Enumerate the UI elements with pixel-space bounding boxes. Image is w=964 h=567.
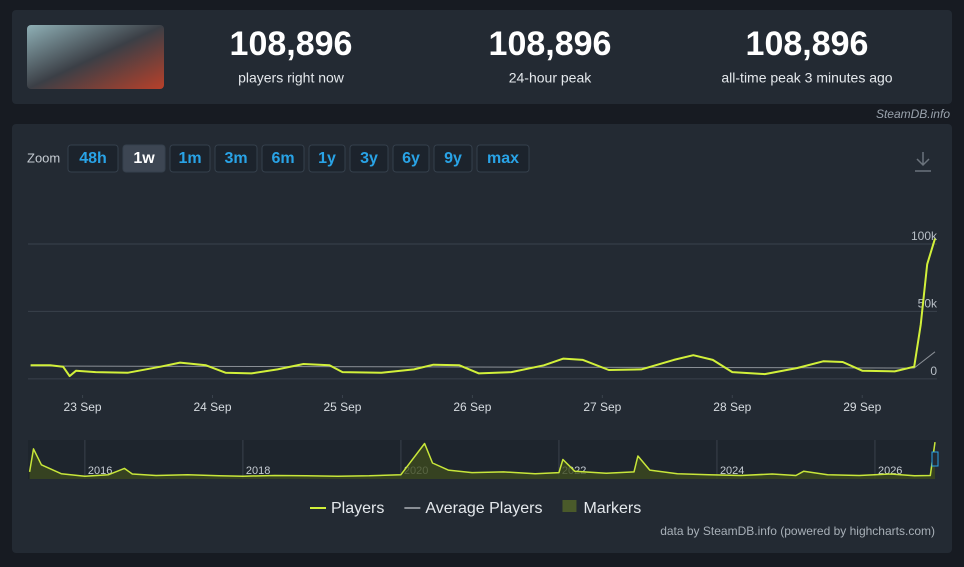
stats-panel bbox=[12, 10, 952, 104]
zoom-button[interactable] bbox=[476, 144, 530, 173]
series-line bbox=[30, 238, 936, 378]
download-icon[interactable] bbox=[915, 152, 931, 172]
zoom-button[interactable] bbox=[214, 144, 258, 173]
navigator-line bbox=[28, 441, 936, 477]
zoom-button-label[interactable]: 48h bbox=[79, 150, 107, 167]
stat-label: players right now bbox=[238, 70, 345, 86]
zoom-button[interactable] bbox=[392, 144, 430, 173]
x-tick-label: 26 Sep bbox=[453, 400, 491, 414]
x-tick-label: 23 Sep bbox=[64, 400, 102, 414]
zoom-button-label[interactable]: max bbox=[487, 150, 519, 167]
stat-label: 24-hour peak bbox=[509, 70, 593, 86]
legend-label[interactable]: Players bbox=[331, 500, 384, 517]
x-tick-label: 25 Sep bbox=[323, 400, 361, 414]
x-tick-label: 27 Sep bbox=[583, 400, 621, 414]
credits: data by SteamDB.info (powered by highcha… bbox=[660, 524, 935, 538]
zoom-button-label[interactable]: 6m bbox=[271, 150, 294, 167]
stat-label: all-time peak 3 minutes ago bbox=[721, 70, 892, 86]
y-tick-label: 0 bbox=[930, 364, 937, 378]
zoom-button[interactable] bbox=[169, 144, 211, 173]
zoom-button-label[interactable]: 9y bbox=[444, 150, 462, 167]
legend-symbol bbox=[562, 500, 577, 512]
source: SteamDB.info bbox=[876, 107, 950, 121]
x-tick-label: 24 Sep bbox=[193, 400, 231, 414]
zoom-button-label[interactable]: 1y bbox=[318, 150, 336, 167]
zoom-button[interactable] bbox=[308, 144, 346, 173]
zoom-button[interactable] bbox=[261, 144, 305, 173]
zoom-button-label[interactable]: 6y bbox=[402, 150, 420, 167]
zoom-button[interactable] bbox=[67, 144, 119, 173]
zoom-button-label[interactable]: 3y bbox=[360, 150, 378, 167]
series-line bbox=[30, 351, 936, 369]
navigator-handle[interactable] bbox=[931, 451, 939, 467]
stat-value: 108,896 bbox=[746, 25, 869, 63]
navigator-tick-label: 2018 bbox=[246, 465, 270, 477]
zoom-button-label[interactable]: 3m bbox=[224, 150, 247, 167]
zoom-label: Zoom bbox=[27, 150, 60, 165]
zoom-button-label[interactable]: 1w bbox=[133, 150, 155, 167]
y-tick-label: 100k bbox=[911, 229, 938, 243]
stat-value: 108,896 bbox=[230, 25, 353, 63]
x-tick-label: 29 Sep bbox=[843, 400, 881, 414]
zoom-button[interactable] bbox=[122, 144, 166, 173]
navigator-tick-label: 2024 bbox=[720, 465, 744, 477]
navigator-tick-label: 2016 bbox=[88, 465, 112, 477]
stat-value: 108,896 bbox=[489, 25, 612, 63]
chart-panel bbox=[12, 124, 952, 553]
game-art bbox=[27, 25, 164, 89]
zoom-button-label[interactable]: 1m bbox=[178, 150, 201, 167]
x-tick-label: 28 Sep bbox=[713, 400, 751, 414]
zoom-button[interactable] bbox=[433, 144, 473, 173]
legend-label[interactable]: Markers bbox=[583, 500, 641, 517]
y-tick-label: 50k bbox=[918, 297, 938, 311]
legend-label[interactable]: Average Players bbox=[425, 500, 542, 517]
zoom-button[interactable] bbox=[349, 144, 389, 173]
